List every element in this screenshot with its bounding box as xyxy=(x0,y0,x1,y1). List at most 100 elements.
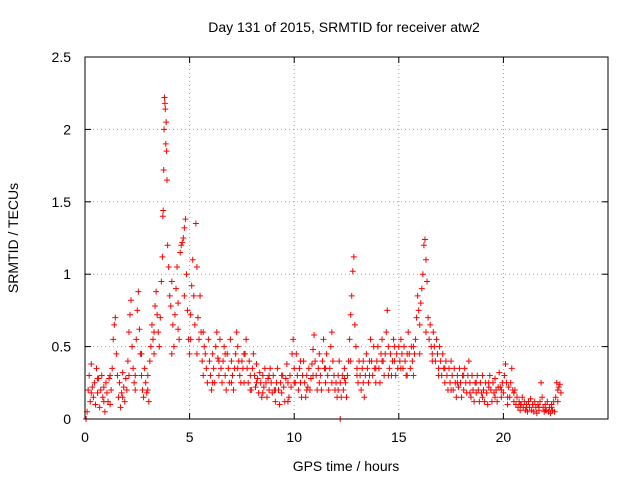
data-point xyxy=(259,389,266,396)
data-point xyxy=(197,292,204,299)
data-point xyxy=(342,379,349,386)
data-point xyxy=(144,387,151,394)
data-point xyxy=(481,398,488,405)
data-point xyxy=(538,379,545,386)
data-point xyxy=(320,336,327,343)
data-point xyxy=(132,387,139,394)
data-point xyxy=(238,358,245,365)
data-point xyxy=(192,220,199,227)
data-point xyxy=(134,307,141,314)
data-point xyxy=(409,358,416,365)
data-point xyxy=(346,336,353,343)
data-point xyxy=(535,404,542,411)
data-point xyxy=(454,379,461,386)
data-point xyxy=(414,292,421,299)
data-point xyxy=(258,394,265,401)
data-point xyxy=(148,321,155,328)
data-point xyxy=(303,387,310,394)
data-point xyxy=(513,394,520,401)
data-point xyxy=(360,379,367,386)
data-point xyxy=(353,372,360,379)
data-point xyxy=(411,350,418,357)
x-tick-label: 10 xyxy=(286,429,302,445)
data-point xyxy=(262,379,269,386)
data-point xyxy=(529,401,536,408)
data-point xyxy=(316,379,323,386)
data-point xyxy=(506,394,513,401)
data-point xyxy=(157,314,164,321)
data-point xyxy=(406,350,413,357)
data-point xyxy=(125,372,132,379)
data-point xyxy=(160,166,167,173)
data-point xyxy=(353,365,360,372)
data-point xyxy=(253,360,260,367)
data-point xyxy=(222,350,229,357)
data-point xyxy=(316,350,323,357)
data-point xyxy=(169,321,176,328)
data-point xyxy=(324,372,331,379)
data-point xyxy=(272,398,279,405)
data-point xyxy=(393,350,400,357)
data-point xyxy=(135,288,142,295)
data-point xyxy=(433,336,440,343)
data-point xyxy=(194,314,201,321)
data-point xyxy=(125,329,132,336)
data-point xyxy=(329,358,336,365)
data-point xyxy=(322,379,329,386)
data-point xyxy=(467,394,474,401)
data-point xyxy=(479,394,486,401)
data-point xyxy=(302,394,309,401)
data-point xyxy=(200,372,207,379)
data-point xyxy=(554,398,561,405)
data-point xyxy=(118,389,125,396)
x-tick-label: 5 xyxy=(186,429,194,445)
data-point xyxy=(507,379,514,386)
data-point xyxy=(385,372,392,379)
data-point xyxy=(88,360,95,367)
data-point xyxy=(312,358,319,365)
data-point xyxy=(387,350,394,357)
data-point xyxy=(200,329,207,336)
data-point xyxy=(138,350,145,357)
data-point xyxy=(168,350,175,357)
data-point xyxy=(101,408,108,415)
data-point xyxy=(415,307,422,314)
data-point xyxy=(341,375,348,382)
data-point xyxy=(439,350,446,357)
data-point xyxy=(280,384,287,391)
data-point xyxy=(310,372,317,379)
data-point xyxy=(106,375,113,382)
data-point xyxy=(228,358,235,365)
data-point xyxy=(392,372,399,379)
y-tick-label: 2.5 xyxy=(52,49,72,65)
data-point xyxy=(355,379,362,386)
data-point xyxy=(89,384,96,391)
data-point xyxy=(484,401,491,408)
data-point xyxy=(542,407,549,414)
data-point xyxy=(305,365,312,372)
data-point xyxy=(343,394,350,401)
data-point xyxy=(126,311,133,318)
data-point xyxy=(153,288,160,295)
data-point xyxy=(141,365,148,372)
data-point xyxy=(146,358,153,365)
data-point xyxy=(552,394,559,401)
data-point xyxy=(203,365,210,372)
data-point xyxy=(553,379,560,386)
y-tick-label: 0 xyxy=(63,411,71,427)
data-point xyxy=(219,379,226,386)
data-point xyxy=(453,394,460,401)
data-point xyxy=(372,365,379,372)
data-point xyxy=(327,343,334,350)
data-point xyxy=(161,126,168,133)
data-point xyxy=(214,355,221,362)
data-point xyxy=(402,358,409,365)
data-point xyxy=(183,271,190,278)
data-point xyxy=(245,379,252,386)
data-point xyxy=(94,389,101,396)
data-point xyxy=(351,321,358,328)
data-point xyxy=(229,372,236,379)
data-point xyxy=(476,398,483,405)
data-point xyxy=(189,256,196,263)
data-point xyxy=(171,311,178,318)
